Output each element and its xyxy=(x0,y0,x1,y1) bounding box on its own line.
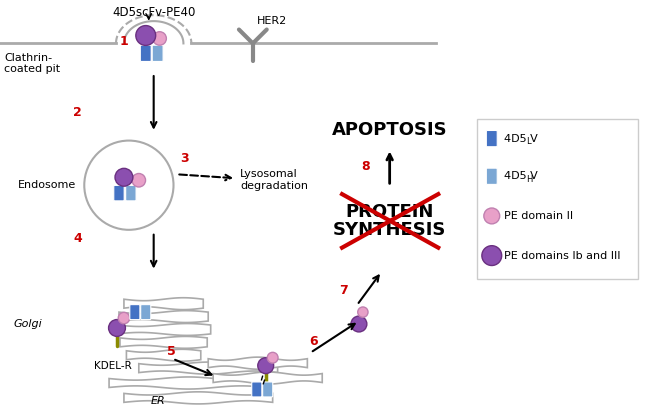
Text: 3: 3 xyxy=(181,152,189,166)
Polygon shape xyxy=(208,357,307,369)
Text: H: H xyxy=(526,175,533,184)
Text: 8: 8 xyxy=(361,160,370,173)
Text: APOPTOSIS: APOPTOSIS xyxy=(332,121,447,138)
Circle shape xyxy=(109,319,125,337)
FancyBboxPatch shape xyxy=(114,186,124,201)
Text: 4D5 V: 4D5 V xyxy=(504,133,538,143)
Text: PROTEIN: PROTEIN xyxy=(345,203,434,221)
FancyBboxPatch shape xyxy=(263,382,273,397)
Text: coated pit: coated pit xyxy=(4,64,60,74)
Circle shape xyxy=(132,173,146,187)
Polygon shape xyxy=(120,337,207,348)
Text: 5: 5 xyxy=(166,345,176,358)
Text: ER: ER xyxy=(151,396,166,406)
FancyBboxPatch shape xyxy=(140,304,151,319)
FancyBboxPatch shape xyxy=(140,45,151,61)
FancyBboxPatch shape xyxy=(130,304,140,319)
Text: Endosome: Endosome xyxy=(18,180,76,190)
Text: PE domains Ib and III: PE domains Ib and III xyxy=(504,251,620,261)
Circle shape xyxy=(136,25,155,45)
FancyBboxPatch shape xyxy=(252,382,262,397)
Text: 7: 7 xyxy=(339,284,348,297)
FancyBboxPatch shape xyxy=(477,119,638,279)
Circle shape xyxy=(267,352,278,363)
Text: SYNTHESIS: SYNTHESIS xyxy=(333,221,447,239)
Circle shape xyxy=(358,307,368,317)
Text: 2: 2 xyxy=(73,106,82,119)
Text: Clathrin-: Clathrin- xyxy=(4,53,52,63)
FancyBboxPatch shape xyxy=(152,45,163,61)
FancyBboxPatch shape xyxy=(125,186,136,201)
Text: degradation: degradation xyxy=(240,181,308,191)
FancyBboxPatch shape xyxy=(486,168,497,184)
Circle shape xyxy=(84,141,174,230)
Circle shape xyxy=(484,208,500,224)
Circle shape xyxy=(258,358,274,374)
Text: KDEL-R: KDEL-R xyxy=(94,361,132,371)
Text: Golgi: Golgi xyxy=(14,319,43,329)
Text: L: L xyxy=(526,137,531,146)
Text: 4D5scFv-PE40: 4D5scFv-PE40 xyxy=(112,6,196,19)
Polygon shape xyxy=(109,377,268,389)
Circle shape xyxy=(482,246,502,266)
Circle shape xyxy=(153,32,166,45)
Polygon shape xyxy=(126,349,201,361)
Text: PE domain II: PE domain II xyxy=(504,211,573,221)
Circle shape xyxy=(351,316,367,332)
Text: 1: 1 xyxy=(120,35,129,48)
Circle shape xyxy=(115,168,133,186)
Polygon shape xyxy=(139,362,278,374)
Polygon shape xyxy=(119,311,208,322)
Text: HER2: HER2 xyxy=(257,15,287,25)
Polygon shape xyxy=(124,392,272,404)
Polygon shape xyxy=(213,372,322,384)
Polygon shape xyxy=(116,324,211,335)
Circle shape xyxy=(118,312,129,324)
Text: 6: 6 xyxy=(309,335,318,348)
Text: 4D5 V: 4D5 V xyxy=(504,171,538,181)
Polygon shape xyxy=(124,298,203,310)
Text: 4: 4 xyxy=(73,232,82,245)
FancyBboxPatch shape xyxy=(486,131,497,147)
Text: Lysosomal: Lysosomal xyxy=(240,169,298,179)
